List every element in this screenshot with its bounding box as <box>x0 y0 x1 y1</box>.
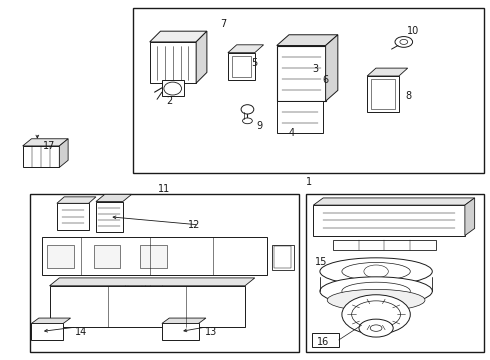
Ellipse shape <box>164 82 181 95</box>
Bar <box>49 286 245 327</box>
Text: 14: 14 <box>75 327 87 337</box>
Bar <box>272 244 294 270</box>
Bar <box>228 53 255 80</box>
Ellipse shape <box>320 258 432 285</box>
Polygon shape <box>59 139 68 167</box>
Text: 2: 2 <box>166 96 172 106</box>
Ellipse shape <box>342 282 410 300</box>
Bar <box>333 240 436 250</box>
Bar <box>57 203 89 230</box>
Bar <box>31 323 63 339</box>
Bar <box>277 101 323 134</box>
Polygon shape <box>162 318 206 323</box>
Ellipse shape <box>395 37 413 47</box>
Ellipse shape <box>359 319 393 337</box>
Bar <box>133 8 485 173</box>
Bar <box>367 76 399 112</box>
Polygon shape <box>23 139 68 146</box>
Polygon shape <box>465 198 475 235</box>
Bar <box>96 202 123 232</box>
Bar <box>128 280 143 297</box>
Text: 7: 7 <box>220 19 226 29</box>
Text: 13: 13 <box>205 327 217 337</box>
Ellipse shape <box>320 277 432 306</box>
Text: 9: 9 <box>257 121 263 131</box>
Bar <box>312 333 339 347</box>
Text: 4: 4 <box>288 129 294 138</box>
Bar <box>371 79 395 109</box>
Bar <box>30 194 299 352</box>
Bar <box>23 146 59 167</box>
Ellipse shape <box>241 105 254 114</box>
Polygon shape <box>326 35 338 101</box>
Ellipse shape <box>364 265 388 278</box>
Text: 5: 5 <box>252 58 258 68</box>
Polygon shape <box>277 35 338 45</box>
Ellipse shape <box>342 262 410 280</box>
Text: 16: 16 <box>317 337 329 347</box>
Bar <box>314 205 465 235</box>
Ellipse shape <box>327 289 425 311</box>
Bar <box>150 42 196 83</box>
Text: 17: 17 <box>44 141 56 151</box>
Polygon shape <box>228 45 264 53</box>
Ellipse shape <box>400 40 408 44</box>
Polygon shape <box>31 318 71 323</box>
Polygon shape <box>314 198 475 205</box>
Text: 6: 6 <box>322 75 329 85</box>
Ellipse shape <box>370 325 382 331</box>
Text: 10: 10 <box>408 26 420 36</box>
Ellipse shape <box>342 295 410 334</box>
Text: 1: 1 <box>305 177 312 187</box>
Text: 8: 8 <box>406 91 412 101</box>
Text: 11: 11 <box>158 184 171 194</box>
Bar <box>140 244 167 268</box>
Polygon shape <box>150 31 207 42</box>
Bar <box>94 244 121 268</box>
Bar <box>162 323 198 339</box>
Text: 3: 3 <box>313 64 319 74</box>
Bar <box>42 237 267 275</box>
Ellipse shape <box>243 118 252 124</box>
Polygon shape <box>57 197 96 203</box>
Text: 12: 12 <box>188 220 200 230</box>
Bar <box>232 55 251 77</box>
Polygon shape <box>96 194 132 202</box>
Bar <box>47 244 74 268</box>
Bar <box>306 194 485 352</box>
Bar <box>125 279 145 298</box>
Polygon shape <box>367 68 408 76</box>
Bar <box>162 80 184 96</box>
Text: 15: 15 <box>315 257 327 267</box>
Bar <box>277 45 326 101</box>
Bar <box>274 246 292 268</box>
Polygon shape <box>196 31 207 83</box>
Bar <box>150 282 162 297</box>
Ellipse shape <box>352 301 400 328</box>
Polygon shape <box>49 278 255 286</box>
